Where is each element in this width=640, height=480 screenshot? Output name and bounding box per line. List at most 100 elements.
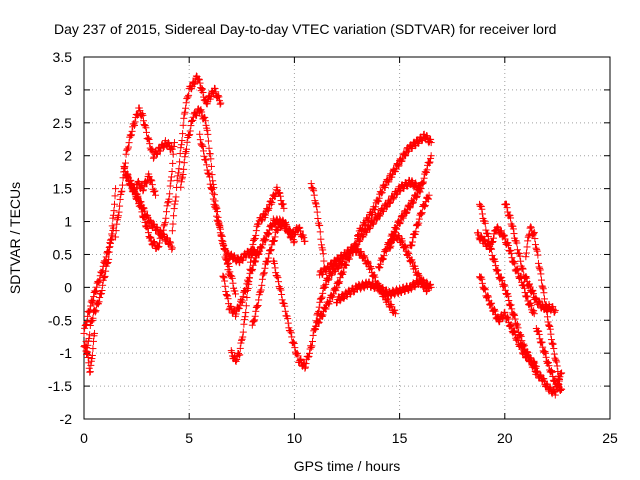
y-tick-label: -1.5 bbox=[48, 378, 72, 394]
data-point bbox=[540, 295, 548, 303]
data-point bbox=[147, 233, 155, 241]
data-point bbox=[233, 254, 241, 262]
data-point bbox=[523, 274, 531, 282]
data-point bbox=[296, 227, 304, 235]
data-point bbox=[142, 124, 150, 132]
data-point bbox=[489, 256, 497, 264]
data-point bbox=[427, 135, 435, 143]
data-point bbox=[335, 280, 343, 288]
data-point bbox=[83, 344, 91, 352]
data-point bbox=[521, 273, 529, 281]
data-point bbox=[530, 228, 538, 236]
data-point bbox=[262, 236, 270, 244]
data-point bbox=[188, 118, 196, 126]
data-point bbox=[287, 327, 295, 335]
data-point bbox=[383, 203, 391, 211]
data-point bbox=[176, 158, 184, 166]
data-point bbox=[166, 182, 174, 190]
data-point bbox=[399, 213, 407, 221]
data-point bbox=[233, 356, 241, 364]
data-point bbox=[411, 180, 419, 188]
data-point bbox=[272, 269, 280, 277]
data-point bbox=[517, 257, 525, 265]
data-point bbox=[555, 380, 563, 388]
data-markers bbox=[80, 72, 566, 399]
data-point bbox=[494, 266, 502, 274]
data-point bbox=[288, 333, 296, 341]
data-point bbox=[170, 212, 178, 220]
data-point bbox=[535, 330, 543, 338]
data-point bbox=[408, 238, 416, 246]
data-point bbox=[308, 337, 316, 345]
data-point bbox=[189, 116, 197, 124]
data-point bbox=[558, 385, 566, 393]
data-point bbox=[291, 344, 299, 352]
data-point bbox=[204, 130, 212, 138]
data-point bbox=[319, 246, 327, 254]
data-point bbox=[180, 114, 188, 122]
data-point bbox=[412, 228, 420, 236]
data-point bbox=[282, 221, 290, 229]
data-point bbox=[536, 371, 544, 379]
data-point bbox=[169, 220, 177, 228]
data-point bbox=[264, 254, 272, 262]
data-point bbox=[537, 339, 545, 347]
data-point bbox=[504, 292, 512, 300]
data-point bbox=[491, 307, 499, 315]
data-point bbox=[105, 255, 113, 263]
data-point bbox=[423, 287, 431, 295]
data-point bbox=[151, 187, 159, 195]
data-point bbox=[517, 341, 525, 349]
data-point bbox=[350, 288, 358, 296]
data-point bbox=[507, 321, 515, 329]
data-point bbox=[508, 305, 516, 313]
data-point bbox=[130, 121, 138, 129]
data-point bbox=[314, 214, 322, 222]
data-point bbox=[170, 143, 178, 151]
data-point bbox=[392, 225, 400, 233]
data-point bbox=[395, 162, 403, 170]
data-point bbox=[529, 308, 537, 316]
data-point bbox=[315, 319, 323, 327]
data-point bbox=[342, 261, 350, 269]
y-tick-label: 2.5 bbox=[53, 115, 73, 131]
data-point bbox=[555, 374, 563, 382]
data-point bbox=[547, 367, 555, 375]
data-point bbox=[208, 185, 216, 193]
data-point bbox=[162, 214, 170, 222]
data-point bbox=[167, 173, 175, 181]
data-point bbox=[217, 99, 225, 107]
data-point bbox=[126, 180, 134, 188]
data-point bbox=[279, 200, 287, 208]
data-point bbox=[163, 202, 171, 210]
data-point bbox=[491, 257, 499, 265]
data-point bbox=[482, 226, 490, 234]
data-point bbox=[550, 345, 558, 353]
data-point bbox=[339, 293, 347, 301]
data-point bbox=[509, 311, 517, 319]
data-point bbox=[87, 318, 95, 326]
data-point bbox=[150, 237, 158, 245]
data-point bbox=[208, 186, 216, 194]
data-point bbox=[186, 127, 194, 135]
data-point bbox=[82, 347, 90, 355]
data-point bbox=[556, 386, 564, 394]
data-point bbox=[274, 274, 282, 282]
data-point bbox=[206, 150, 214, 158]
data-point bbox=[501, 308, 509, 316]
data-point bbox=[109, 211, 117, 219]
data-point bbox=[363, 258, 371, 266]
data-point bbox=[289, 236, 297, 244]
data-point bbox=[506, 302, 514, 310]
data-point bbox=[322, 305, 330, 313]
data-point bbox=[219, 273, 227, 281]
data-point bbox=[534, 251, 542, 259]
data-point bbox=[90, 293, 98, 301]
data-point bbox=[504, 242, 512, 250]
data-point bbox=[417, 210, 425, 218]
data-point bbox=[427, 152, 435, 160]
data-point bbox=[260, 210, 268, 218]
data-point bbox=[539, 285, 547, 293]
data-point bbox=[425, 191, 433, 199]
data-point bbox=[207, 162, 215, 170]
